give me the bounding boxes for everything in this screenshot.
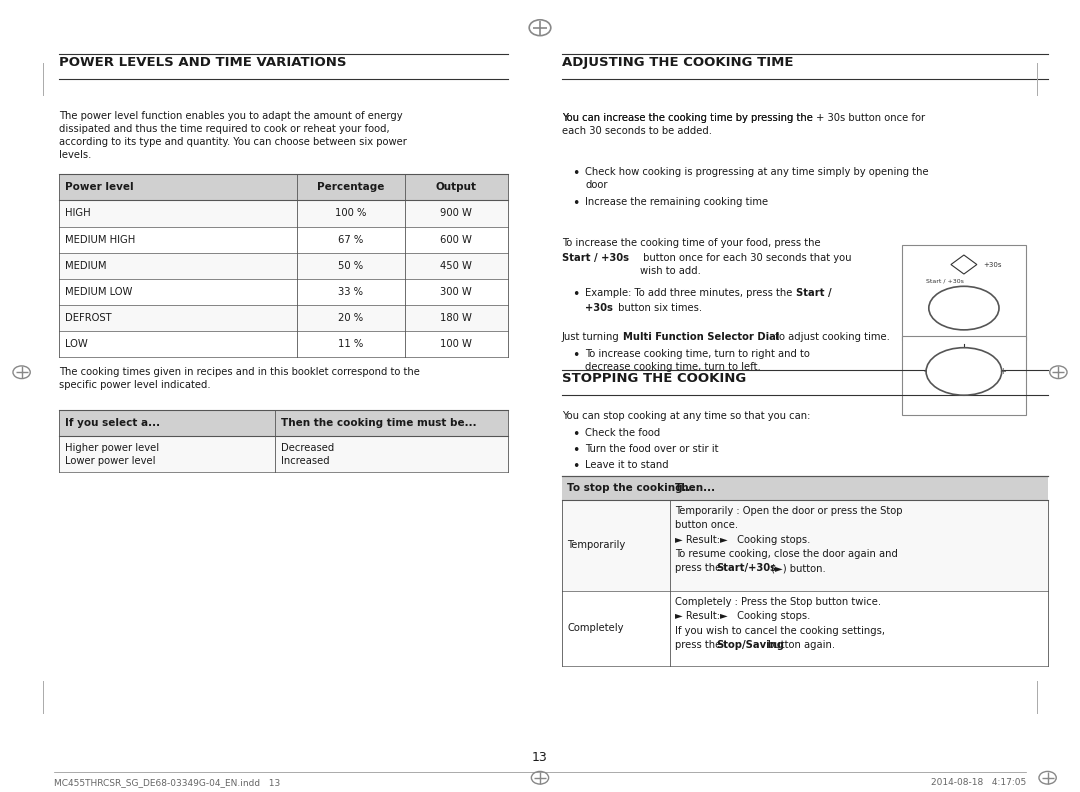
FancyBboxPatch shape — [59, 410, 508, 436]
Text: Multi Function Selector Dial: Multi Function Selector Dial — [623, 332, 780, 342]
Text: Example: To add three minutes, press the: Example: To add three minutes, press the — [585, 288, 796, 299]
Text: Percentage: Percentage — [318, 182, 384, 192]
Text: The power level function enables you to adapt the amount of energy
dissipated an: The power level function enables you to … — [59, 111, 407, 161]
Text: Completely : Press the Stop button twice.: Completely : Press the Stop button twice… — [675, 597, 881, 607]
FancyBboxPatch shape — [59, 253, 508, 279]
Text: The cooking times given in recipes and in this booklet correspond to the
specifi: The cooking times given in recipes and i… — [59, 367, 420, 390]
Text: •: • — [572, 288, 580, 301]
Text: button again.: button again. — [765, 640, 835, 650]
Text: (►) button.: (►) button. — [768, 563, 825, 573]
Text: •: • — [572, 197, 580, 210]
Text: Temporarily: Temporarily — [567, 540, 625, 550]
Text: 33 %: 33 % — [338, 287, 364, 297]
Text: +: + — [1000, 367, 1007, 376]
Text: Turn the food over or stir it: Turn the food over or stir it — [585, 444, 719, 455]
FancyBboxPatch shape — [902, 245, 1026, 340]
Text: MEDIUM: MEDIUM — [65, 261, 106, 271]
Text: •: • — [572, 349, 580, 362]
Text: Completely: Completely — [567, 623, 623, 634]
Text: Start /: Start / — [796, 288, 832, 299]
Text: Just turning: Just turning — [562, 332, 622, 342]
Text: 100 %: 100 % — [335, 208, 367, 219]
Text: MEDIUM HIGH: MEDIUM HIGH — [65, 234, 135, 245]
Text: Increase the remaining cooking time: Increase the remaining cooking time — [585, 197, 769, 208]
FancyBboxPatch shape — [59, 305, 508, 331]
FancyBboxPatch shape — [59, 279, 508, 305]
Text: To increase cooking time, turn to right and to
decrease cooking time, turn to le: To increase cooking time, turn to right … — [585, 349, 810, 372]
FancyBboxPatch shape — [59, 200, 508, 227]
Text: •: • — [572, 444, 580, 457]
Text: HIGH: HIGH — [65, 208, 91, 219]
Text: POWER LEVELS AND TIME VARIATIONS: POWER LEVELS AND TIME VARIATIONS — [59, 56, 347, 69]
Text: ► Result:►   Cooking stops.: ► Result:► Cooking stops. — [675, 611, 810, 622]
Text: press the: press the — [675, 563, 725, 573]
FancyBboxPatch shape — [562, 500, 1048, 591]
Text: -: - — [923, 367, 926, 376]
Text: You can stop cooking at any time so that you can:: You can stop cooking at any time so that… — [562, 411, 810, 421]
FancyBboxPatch shape — [59, 331, 508, 357]
Text: 300 W: 300 W — [441, 287, 472, 297]
Text: To increase the cooking time of your food, press the: To increase the cooking time of your foo… — [562, 238, 820, 249]
Text: Output: Output — [436, 182, 476, 192]
FancyBboxPatch shape — [59, 174, 508, 200]
Text: 100 W: 100 W — [441, 339, 472, 349]
Text: If you wish to cancel the cooking settings,: If you wish to cancel the cooking settin… — [675, 626, 885, 636]
Text: MC455THRCSR_SG_DE68-03349G-04_EN.indd   13: MC455THRCSR_SG_DE68-03349G-04_EN.indd 13 — [54, 778, 280, 786]
Text: 13: 13 — [532, 752, 548, 764]
Text: +30s: +30s — [983, 261, 1002, 268]
Text: You can increase the cooking time by pressing the + 30s button once for
each 30 : You can increase the cooking time by pre… — [562, 113, 924, 136]
Text: +30s: +30s — [585, 303, 613, 313]
Text: To resume cooking, close the door again and: To resume cooking, close the door again … — [675, 549, 897, 559]
FancyBboxPatch shape — [562, 591, 1048, 666]
Text: Stop/Saving: Stop/Saving — [716, 640, 784, 650]
Text: DEFROST: DEFROST — [65, 313, 111, 323]
Text: Leave it to stand: Leave it to stand — [585, 460, 669, 470]
Text: button once.: button once. — [675, 520, 738, 531]
Text: Check how cooking is progressing at any time simply by opening the
door: Check how cooking is progressing at any … — [585, 167, 929, 190]
Text: Then...: Then... — [675, 483, 716, 493]
Text: •: • — [572, 167, 580, 180]
Text: 67 %: 67 % — [338, 234, 364, 245]
Text: 50 %: 50 % — [338, 261, 364, 271]
FancyBboxPatch shape — [562, 476, 1048, 500]
Text: •: • — [572, 428, 580, 441]
Text: to adjust cooking time.: to adjust cooking time. — [772, 332, 890, 342]
Text: 2014-08-18   4:17:05: 2014-08-18 4:17:05 — [931, 778, 1026, 786]
Text: button once for each 30 seconds that you
wish to add.: button once for each 30 seconds that you… — [640, 253, 852, 276]
Text: Higher power level
Lower power level: Higher power level Lower power level — [65, 443, 159, 466]
FancyBboxPatch shape — [59, 436, 508, 472]
Text: 20 %: 20 % — [338, 313, 364, 323]
Text: LOW: LOW — [65, 339, 87, 349]
Text: 450 W: 450 W — [441, 261, 472, 271]
Text: Check the food: Check the food — [585, 428, 661, 439]
Text: ADJUSTING THE COOKING TIME: ADJUSTING THE COOKING TIME — [562, 56, 793, 69]
Text: Power level: Power level — [65, 182, 134, 192]
Text: STOPPING THE COOKING: STOPPING THE COOKING — [562, 372, 746, 385]
FancyBboxPatch shape — [902, 336, 1026, 415]
Text: 600 W: 600 W — [441, 234, 472, 245]
Text: 900 W: 900 W — [441, 208, 472, 219]
Text: Start / +30s: Start / +30s — [562, 253, 629, 263]
Text: Start/+30s: Start/+30s — [716, 563, 777, 573]
FancyBboxPatch shape — [59, 227, 508, 253]
Text: You can increase the cooking time by pressing the: You can increase the cooking time by pre… — [562, 113, 815, 124]
Text: 180 W: 180 W — [441, 313, 472, 323]
Text: Decreased
Increased: Decreased Increased — [281, 443, 334, 466]
Text: •: • — [572, 460, 580, 473]
Text: button six times.: button six times. — [615, 303, 702, 313]
Text: MEDIUM LOW: MEDIUM LOW — [65, 287, 132, 297]
Text: 11 %: 11 % — [338, 339, 364, 349]
Text: ► Result:►   Cooking stops.: ► Result:► Cooking stops. — [675, 535, 810, 545]
Text: To stop the cooking...: To stop the cooking... — [567, 483, 694, 493]
Text: press the: press the — [675, 640, 725, 650]
Text: If you select a...: If you select a... — [65, 418, 160, 428]
Text: Temporarily : Open the door or press the Stop: Temporarily : Open the door or press the… — [675, 506, 903, 516]
Ellipse shape — [929, 287, 999, 329]
Text: Start / +30s: Start / +30s — [926, 279, 963, 284]
Ellipse shape — [926, 348, 1002, 395]
Text: Then the cooking time must be...: Then the cooking time must be... — [281, 418, 476, 428]
